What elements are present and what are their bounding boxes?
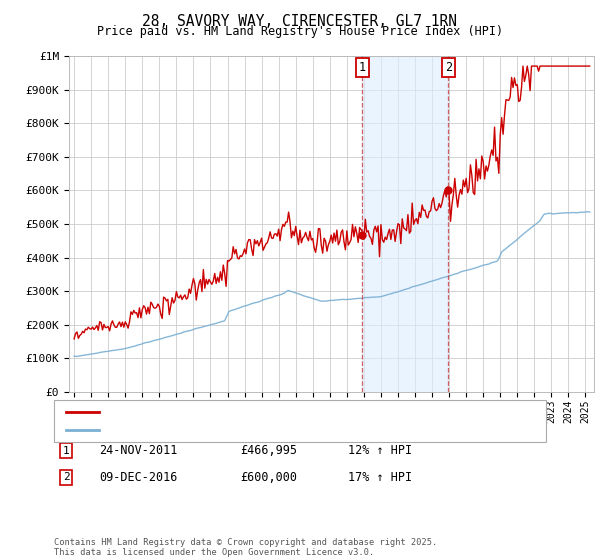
Text: £600,000: £600,000 bbox=[240, 470, 297, 484]
Text: 12% ↑ HPI: 12% ↑ HPI bbox=[348, 444, 412, 458]
Text: Contains HM Land Registry data © Crown copyright and database right 2025.
This d: Contains HM Land Registry data © Crown c… bbox=[54, 538, 437, 557]
Text: 1: 1 bbox=[62, 446, 70, 456]
Text: £466,995: £466,995 bbox=[240, 444, 297, 458]
Text: 1: 1 bbox=[359, 61, 366, 74]
Text: Price paid vs. HM Land Registry's House Price Index (HPI): Price paid vs. HM Land Registry's House … bbox=[97, 25, 503, 38]
Text: 09-DEC-2016: 09-DEC-2016 bbox=[99, 470, 178, 484]
Text: 28, SAVORY WAY, CIRENCESTER, GL7 1RN (detached house): 28, SAVORY WAY, CIRENCESTER, GL7 1RN (de… bbox=[105, 407, 436, 417]
Text: 2: 2 bbox=[445, 61, 452, 74]
Text: 17% ↑ HPI: 17% ↑ HPI bbox=[348, 470, 412, 484]
Text: 2: 2 bbox=[62, 472, 70, 482]
Text: 24-NOV-2011: 24-NOV-2011 bbox=[99, 444, 178, 458]
Text: 28, SAVORY WAY, CIRENCESTER, GL7 1RN: 28, SAVORY WAY, CIRENCESTER, GL7 1RN bbox=[143, 14, 458, 29]
Text: HPI: Average price, detached house, Cotswold: HPI: Average price, detached house, Cots… bbox=[105, 424, 380, 435]
Bar bbox=[362, 56, 448, 392]
